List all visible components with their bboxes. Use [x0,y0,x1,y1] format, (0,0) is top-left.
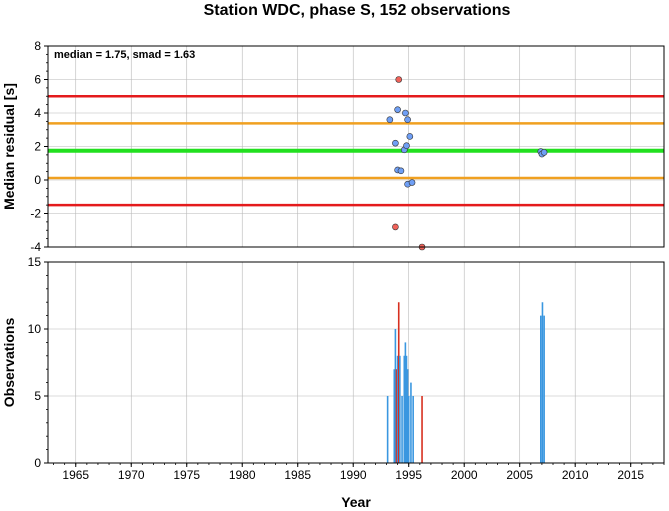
year-x-axis-label: Year [341,494,371,510]
year-tick-label: 1990 [340,468,367,482]
residual-point [397,167,405,175]
residual-point [404,116,411,123]
residual-tick-label: 8 [34,39,41,53]
year-tick-label: 1975 [173,468,200,482]
observations-tick-label: 5 [34,389,41,403]
observations-grid [48,261,664,464]
residual-point [386,116,394,123]
residual-y-axis-label: Median residual [s] [1,83,17,210]
observations-tick-label: 10 [28,322,42,336]
residual-point [406,133,414,140]
residual-tick-label: 6 [34,73,41,87]
residual-point [403,142,410,149]
residual-point [394,106,401,113]
residual-tick-label: 0 [34,173,41,187]
observations-panel: 0 5 10 15 1965 1970 1975 1980 1985 1990 1995 2000 2… [1,255,665,510]
observations-y-axis-label: Observations [1,318,17,408]
observations-tick-label: 0 [34,456,41,470]
residual-point [402,109,409,117]
chart-title: Station WDC, phase S, 152 observations [204,2,511,19]
residual-point [392,139,399,147]
residual-grid [48,45,664,248]
residual-point [408,179,416,186]
observations-y-ticks: 0 5 10 15 [28,255,48,470]
year-tick-label: 1985 [284,468,311,482]
year-tick-label: 2005 [506,468,533,482]
residual-point [540,149,548,156]
residual-tick-label: -2 [30,207,41,221]
observations-tick-label: 15 [28,255,42,269]
median-smad-annotation: median = 1.75, smad = 1.63 [54,49,195,61]
residual-point [395,76,403,83]
residual-tick-label: 4 [34,106,41,120]
year-tick-label: 1995 [395,468,422,482]
year-x-ticks: 1965 1970 1975 1980 1985 1990 1995 2000 2005 2010… [53,463,665,482]
year-tick-label: 1980 [229,468,256,482]
year-tick-label: 2010 [562,468,589,482]
residual-tick-label: -4 [30,240,41,254]
year-tick-label: 1965 [62,468,89,482]
residual-point [392,223,399,231]
year-tick-label: 2000 [451,468,478,482]
year-tick-label: 1970 [118,468,145,482]
observation-bars [386,302,545,463]
year-tick-label: 2015 [617,468,644,482]
observations-panel-frame [47,261,665,464]
reference-lines [48,95,664,207]
residual-y-ticks: -4 -2 0 2 4 6 8 [30,39,48,254]
residual-tick-label: 2 [34,140,41,154]
residual-panel: -4 -2 0 2 4 6 8 median = 1.75, smad = 1.63 Med… [1,39,665,254]
residual-points [386,76,548,251]
